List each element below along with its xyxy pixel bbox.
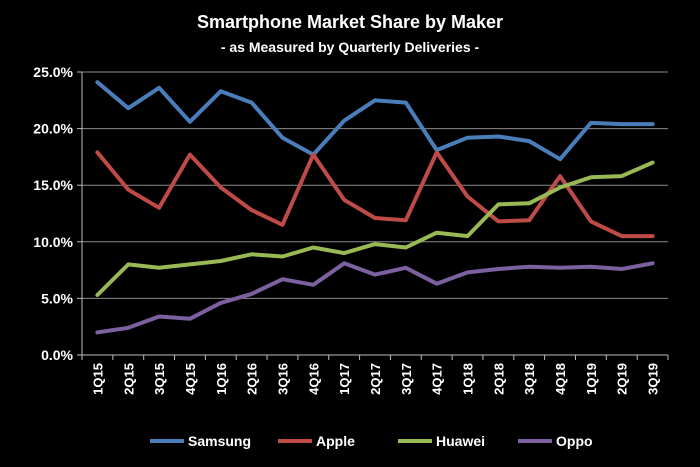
- legend-item-samsung: Samsung: [150, 433, 251, 449]
- axes: [77, 71, 669, 360]
- y-tick-label: 25.0%: [33, 64, 73, 80]
- y-tick-label: 15.0%: [33, 177, 73, 193]
- x-tick-label: 4Q15: [183, 363, 198, 395]
- x-tick-label: 1Q16: [214, 363, 229, 395]
- series-line-samsung: [95, 80, 655, 162]
- legend-label: Huawei: [436, 433, 485, 449]
- legend-label: Oppo: [556, 433, 593, 449]
- chart-title: Smartphone Market Share by Maker: [197, 12, 503, 32]
- legend-item-apple: Apple: [278, 433, 355, 449]
- legend-item-huawei: Huawei: [398, 433, 485, 449]
- x-tick-label: 4Q16: [306, 363, 321, 395]
- y-tick-label: 20.0%: [33, 121, 73, 137]
- series-line-huawei: [95, 160, 655, 297]
- x-tick-label: 3Q18: [522, 363, 537, 395]
- x-tick-label: 3Q15: [152, 363, 167, 395]
- legend-label: Samsung: [188, 433, 251, 449]
- y-tick-label: 5.0%: [41, 290, 73, 306]
- series-lines: [95, 80, 655, 335]
- x-tick-label: 2Q16: [245, 363, 260, 395]
- x-tick-label: 1Q15: [90, 363, 105, 395]
- x-tick-label: 1Q17: [337, 363, 352, 395]
- x-tick-label: 2Q17: [368, 363, 383, 395]
- series-line-oppo: [95, 261, 655, 335]
- y-tick-label: 10.0%: [33, 234, 73, 250]
- y-tick-label: 0.0%: [41, 347, 73, 363]
- x-tick-labels: 1Q15 2Q15 3Q15 4Q15 1Q16 2Q16 3Q16 4Q16 1Q17 2Q17…: [90, 363, 660, 395]
- x-tick-label: 4Q18: [553, 363, 568, 395]
- x-tick-label: 2Q19: [615, 363, 630, 395]
- x-tick-label: 2Q18: [491, 363, 506, 395]
- x-tick-label: 4Q17: [430, 363, 445, 395]
- x-tick-label: 3Q16: [275, 363, 290, 395]
- x-tick-label: 1Q18: [461, 363, 476, 395]
- legend-label: Apple: [316, 433, 355, 449]
- x-tick-label: 1Q19: [584, 363, 599, 395]
- legend-item-oppo: Oppo: [518, 433, 593, 449]
- legend: Samsung Apple Huawei Oppo: [150, 433, 593, 449]
- x-tick-label: 3Q19: [646, 363, 661, 395]
- y-tick-labels: 0.0% 5.0% 10.0% 15.0% 20.0% 25.0%: [33, 64, 73, 363]
- chart-subtitle: - as Measured by Quarterly Deliveries -: [221, 39, 480, 55]
- gridlines: [82, 71, 668, 299]
- x-tick-label: 2Q15: [121, 363, 136, 395]
- series-line-apple: [95, 150, 655, 239]
- x-tick-label: 3Q17: [399, 363, 414, 395]
